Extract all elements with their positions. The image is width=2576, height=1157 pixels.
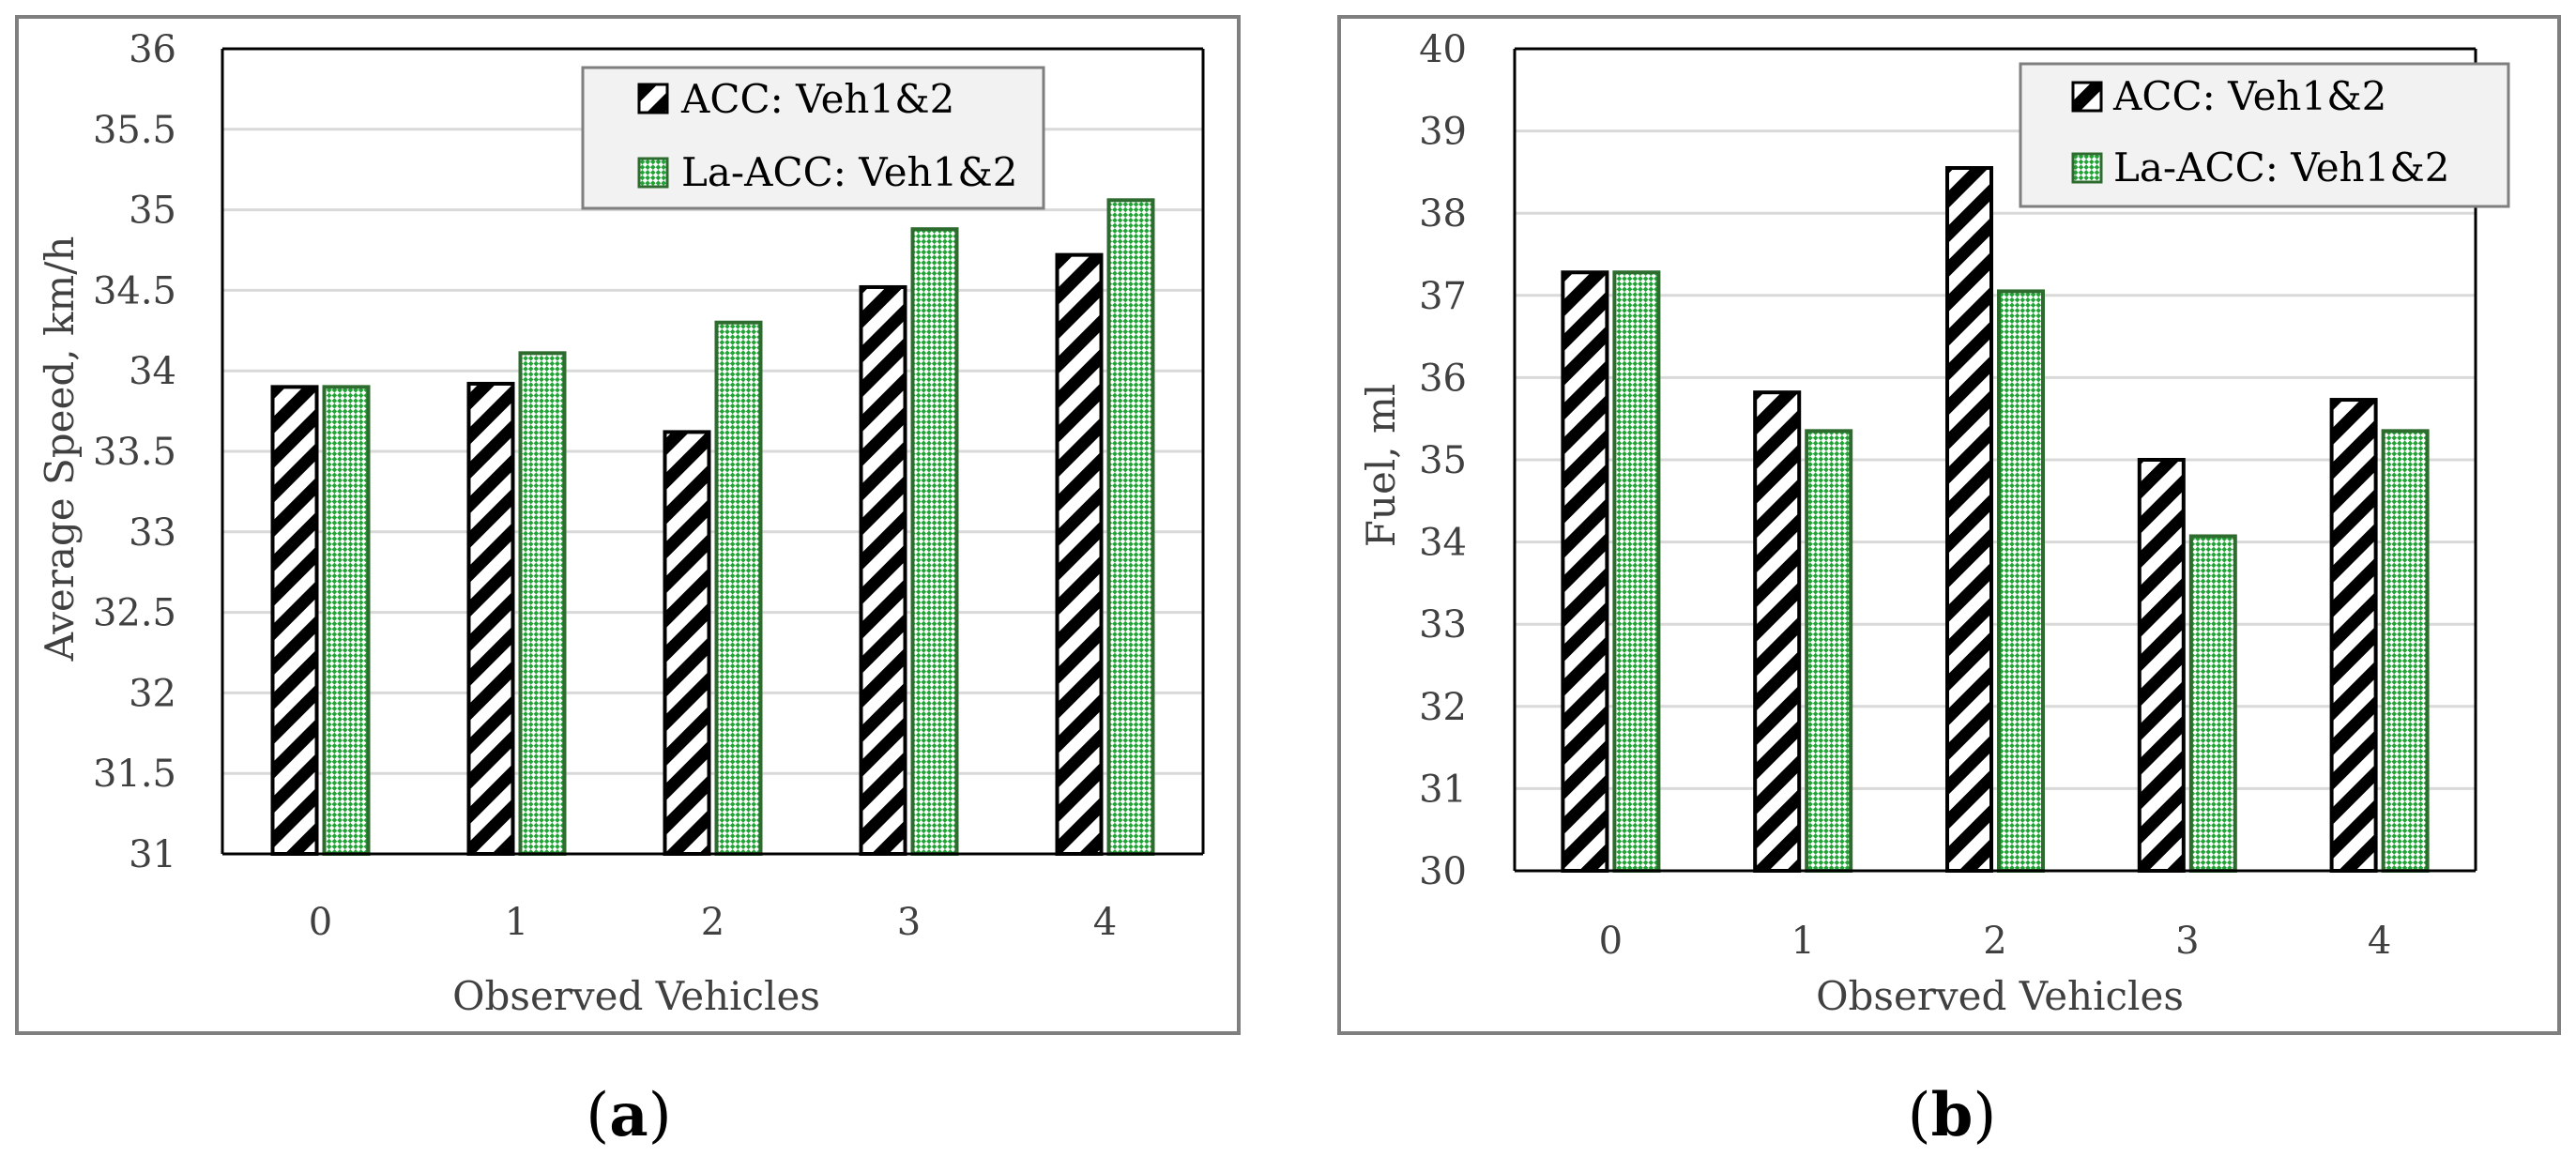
chart-a-y-tick-label: 32 (129, 672, 176, 715)
chart-b-y-tick-label: 40 (1419, 28, 1467, 71)
chart-b-y-tick-label: 37 (1419, 275, 1467, 318)
chart-b-x-tick-labels: 0 1 2 3 4 (1599, 920, 2392, 963)
chart-a-y-tick-label: 31.5 (93, 753, 176, 796)
chart-b-y-tick-label: 38 (1419, 192, 1467, 236)
chart-b-y-tick-labels: 30 31 32 33 34 35 36 37 38 39 40 (1419, 28, 1467, 893)
chart-a-y-tick-label: 33 (129, 511, 176, 555)
chart-b-y-tick-label: 36 (1419, 357, 1467, 400)
chart-a-bar-la-acc-2 (714, 320, 763, 857)
chart-b-legend-swatch-acc (2071, 81, 2103, 113)
panel-label-b: (b) (1908, 1080, 1997, 1150)
chart-a-y-tick-label: 33.5 (93, 431, 176, 474)
chart-a-y-tick-label: 35 (129, 190, 176, 233)
chart-b-y-tick-label: 34 (1419, 522, 1467, 565)
chart-b-x-tick-label: 3 (2175, 920, 2199, 963)
chart-a-x-axis-title: Observed Vehicles (452, 973, 820, 1019)
chart-a-bar-acc-1 (466, 381, 515, 856)
chart-a-y-tick-labels: 31 31.5 32 32.5 33 33.5 34 34.5 35 35.5 36 (93, 28, 176, 876)
chart-a-legend-label-acc: ACC: Veh1&2 (680, 76, 954, 122)
panel-label-a-letter: a (609, 1080, 648, 1150)
chart-a-x-tick-label: 0 (309, 901, 332, 944)
chart-b-y-tick-label: 33 (1419, 603, 1467, 647)
chart-a-bar-acc-4 (1055, 252, 1104, 856)
chart-a-x-tick-label: 4 (1093, 901, 1117, 944)
chart-b-bar-la-acc-0 (1612, 270, 1661, 874)
chart-b-legend-label-la-acc: La-ACC: Veh1&2 (2113, 145, 2449, 190)
chart-a-y-tick-label: 34.5 (93, 269, 176, 312)
chart-b-y-tick-label: 35 (1419, 439, 1467, 482)
chart-b-legend-label-acc: ACC: Veh1&2 (2112, 73, 2386, 119)
chart-b-bar-acc-0 (1561, 270, 1609, 874)
chart-b-y-tick-label: 32 (1419, 686, 1467, 729)
chart-a-bar-la-acc-4 (1106, 198, 1155, 856)
chart-a-axes (221, 47, 1205, 856)
chart-b-y-tick-label: 39 (1419, 111, 1467, 154)
chart-a-x-tick-label: 3 (897, 901, 921, 944)
chart-a-legend-swatch-la-acc (637, 157, 669, 189)
chart-b-bar-la-acc-2 (1997, 289, 2045, 874)
chart-a-bar-acc-0 (270, 385, 319, 856)
chart-b-x-tick-label: 4 (2368, 920, 2391, 963)
chart-a-y-tick-label: 35.5 (93, 109, 176, 152)
panel-label-b-letter: b (1931, 1080, 1974, 1150)
chart-b-y-axis-title: Fuel, ml (1358, 384, 1404, 547)
chart-b-bar-acc-1 (1753, 390, 1802, 873)
chart-a-y-tick-label: 34 (129, 350, 176, 393)
chart-b-bar-la-acc-3 (2188, 534, 2237, 874)
chart-b-bar-acc-2 (1945, 166, 1993, 873)
chart-b-gridlines (1515, 47, 2476, 790)
chart-b-legend-swatch-la-acc (2071, 152, 2103, 184)
chart-b-bar-acc-4 (2329, 398, 2378, 873)
chart-a-y-tick-label: 36 (129, 28, 176, 71)
chart-a-legend-label-la-acc: La-ACC: Veh1&2 (681, 149, 1017, 195)
chart-a-y-axis-title: Average Speed, km/h (37, 236, 83, 662)
chart-a-legend: ACC: Veh1&2 La-ACC: Veh1&2 (581, 66, 1045, 210)
chart-a-x-tick-label: 2 (701, 901, 724, 944)
chart-b-y-tick-label: 30 (1419, 850, 1467, 893)
chart-a-bar-acc-3 (859, 284, 907, 856)
chart-b-y-tick-label: 31 (1419, 768, 1467, 811)
chart-b-legend: ACC: Veh1&2 La-ACC: Veh1&2 (2019, 62, 2510, 208)
chart-a-bar-la-acc-3 (910, 227, 959, 856)
panel-label-a: (a) (586, 1080, 671, 1150)
chart-b-bars (1561, 166, 2430, 874)
chart-a-bar-acc-2 (663, 430, 711, 856)
chart-a-x-tick-labels: 0 1 2 3 4 (309, 901, 1117, 944)
chart-a-bar-la-acc-1 (518, 351, 567, 857)
chart-a-bar-la-acc-0 (322, 385, 371, 856)
chart-b-bar-acc-3 (2137, 458, 2186, 873)
chart-a-y-tick-label: 31 (129, 833, 176, 876)
chart-b-x-tick-label: 1 (1791, 920, 1814, 963)
chart-b-bar-la-acc-1 (1805, 429, 1853, 873)
chart-b-x-tick-label: 2 (1983, 920, 2006, 963)
chart-a-x-tick-label: 1 (505, 901, 528, 944)
chart-b-x-axis-title: Observed Vehicles (1816, 973, 2184, 1019)
chart-a-legend-swatch-acc (637, 83, 669, 114)
chart-a-y-tick-label: 32.5 (93, 592, 176, 635)
chart-b-bar-la-acc-4 (2381, 429, 2430, 873)
chart-b-x-tick-label: 0 (1599, 920, 1623, 963)
